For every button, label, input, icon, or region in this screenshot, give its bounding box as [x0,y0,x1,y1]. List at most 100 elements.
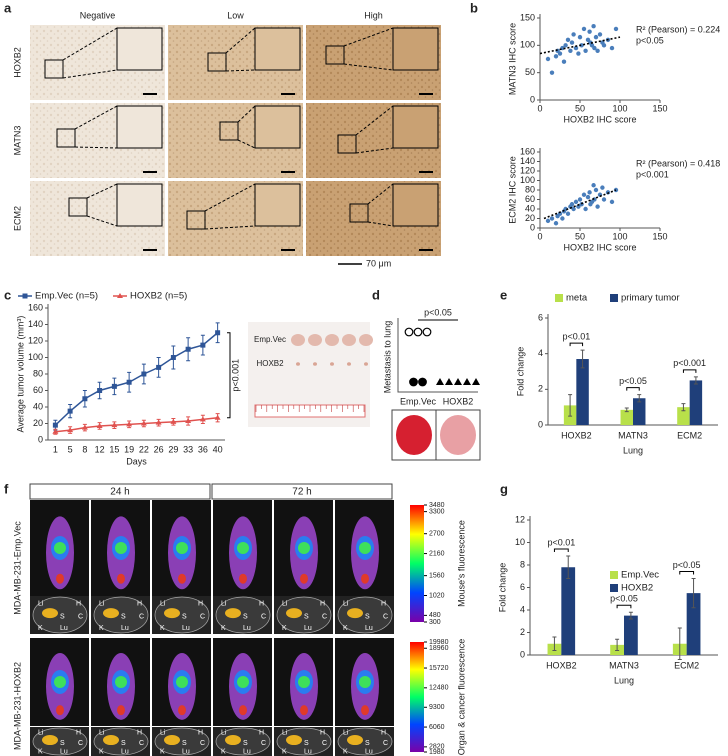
annotation: p<0.05 [619,376,647,386]
bracket [227,332,231,419]
point [560,216,565,221]
organ [42,735,58,746]
point [553,54,559,59]
inset-link [343,63,394,71]
point [591,183,596,188]
organ [164,608,180,619]
point [568,48,573,53]
inset-link [74,105,118,130]
inset-link [62,69,118,79]
organ-label: C [383,614,388,621]
x-tick-label: ECM2 [677,430,702,440]
marker [214,414,221,420]
legend-label: meta [566,293,588,304]
point [579,43,584,48]
x-axis-label: HOXB2 IHC score [563,114,636,124]
y-tick-label: 40 [33,401,43,411]
y-tick-label: 150 [520,12,535,22]
column-header: High [364,10,383,20]
y-tick-label: 4 [538,348,543,358]
organ-label: S [365,740,370,747]
x-axis-label: Days [126,456,147,466]
colorbar-label: 9300 [429,704,445,711]
organ-label: Li [343,600,349,607]
signal [54,542,66,554]
y-tick-label: 0 [38,434,43,444]
y-tick-label: 100 [28,352,43,362]
y-axis-label: Fold change [515,347,525,397]
organ-label: H [320,730,325,737]
bar [620,409,633,425]
colorbar-label: 15720 [429,665,449,672]
organ [164,735,180,746]
inset-link [355,147,394,154]
y-tick-label: 0 [538,419,543,429]
point [577,197,583,202]
y-tick-label: 120 [520,165,535,175]
organ-label: H [381,600,386,607]
error-bar [681,403,686,412]
organ [225,735,241,746]
x-tick-label: 100 [612,231,627,241]
dish [215,596,271,634]
organ-label: Li [99,730,105,737]
x-axis-label: Lung [623,445,643,455]
organ-label: Lu [182,625,190,632]
annotation: p<0.05 [673,560,701,570]
signal [176,676,188,688]
signal [298,542,310,554]
roi-box [44,59,64,79]
panel-letter: f [4,481,9,496]
bar [686,593,701,655]
signal [359,676,371,688]
x-tick-label: 29 [168,444,178,454]
tumor [330,362,334,366]
column-header: Low [227,10,244,20]
organ-label: H [137,600,142,607]
bracket [569,342,584,347]
colorbar-label: 1980 [429,749,445,756]
inset-link [237,105,256,123]
organ-label: S [304,614,309,621]
x-tick-label: 19 [124,444,134,454]
annotation: R² (Pearson) = 0.224 [636,24,720,34]
organ-label: S [243,614,248,621]
inset-link [62,27,118,61]
organ-label: H [198,730,203,737]
colorbar-label: 19980 [429,639,449,646]
y-tick-label: 20 [33,418,43,428]
error-bar [580,349,585,369]
error-bar [568,394,573,417]
bracket [616,604,632,609]
error-bar [637,394,642,403]
point [587,190,592,195]
dot [454,378,462,385]
marker [185,346,191,352]
organ-label: Li [99,600,105,607]
x-tick-label: 26 [154,444,164,454]
y-axis-label: Metastasis to lung [382,321,392,394]
error-bar [552,636,557,651]
organ-label: K [160,748,165,755]
point [576,204,581,209]
signal [176,542,188,554]
organ-label: K [160,625,165,632]
organ-label: Li [160,730,166,737]
roi-box [337,134,357,154]
colorbar-label: 6060 [429,724,445,731]
legend-label: HOXB2 (n=5) [130,291,187,302]
signal [117,573,125,584]
organ-label: C [322,740,327,747]
series-line [55,416,218,433]
signal [115,676,127,688]
row-label: ECM2 [12,206,22,231]
x-tick-label: 5 [68,444,73,454]
panel-letter: c [4,287,11,302]
organ-label: H [381,730,386,737]
error-bar [628,611,633,620]
point [565,211,571,216]
bar [561,567,576,655]
panel-letter: b [470,0,478,15]
organ-label: C [261,740,266,747]
organ-label: Li [38,730,44,737]
